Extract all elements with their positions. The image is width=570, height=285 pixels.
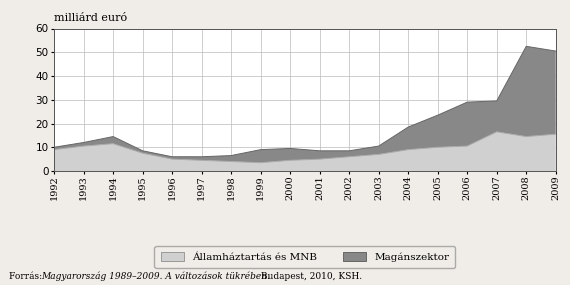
Text: milliárd euró: milliárd euró <box>54 13 127 23</box>
Text: Forrás:: Forrás: <box>9 272 44 281</box>
Legend: Államháztartás és MNB, Magánszektor: Államháztartás és MNB, Magánszektor <box>154 246 455 268</box>
Text: Budapest, 2010, KSH.: Budapest, 2010, KSH. <box>258 272 362 281</box>
Text: Magyarország 1989–2009. A változások tükrében.: Magyarország 1989–2009. A változások tük… <box>42 271 271 281</box>
